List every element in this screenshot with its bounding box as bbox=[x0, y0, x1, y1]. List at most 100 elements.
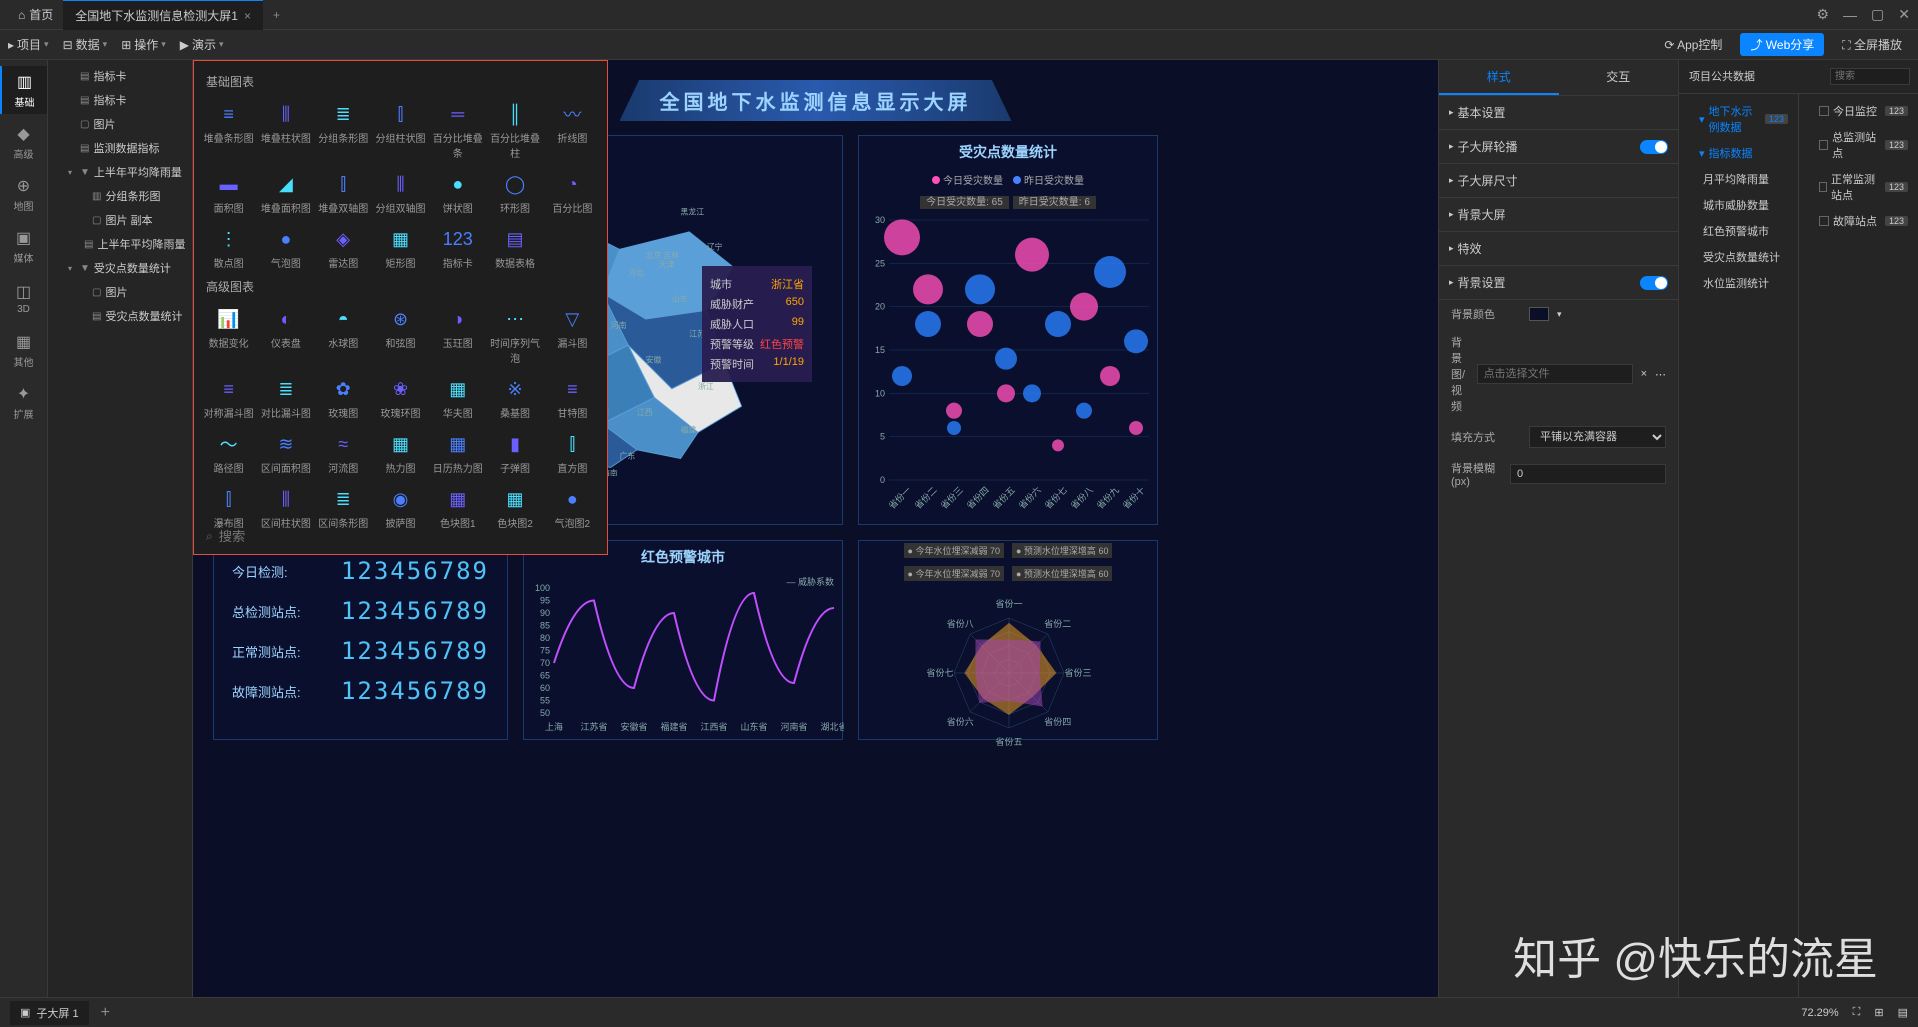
data-node[interactable]: 受灾点数量统计 bbox=[1679, 244, 1798, 270]
chart-type-堆叠双轴图[interactable]: ⫿堆叠双轴图 bbox=[317, 168, 370, 219]
layer-item[interactable]: ▢图片 副本 bbox=[48, 208, 192, 232]
sidebar-高级[interactable]: ◆高级 bbox=[0, 118, 47, 166]
close-window-icon[interactable]: ✕ bbox=[1898, 6, 1910, 23]
zoom-fit-icon[interactable]: ⛶ bbox=[1853, 1006, 1861, 1019]
stats-panel[interactable]: 今日检测:123456789总检测站点:123456789正常测站点:12345… bbox=[213, 540, 508, 740]
chart-type-子弹图[interactable]: ▮子弹图 bbox=[488, 428, 541, 479]
chart-type-区间面积图[interactable]: ≋区间面积图 bbox=[259, 428, 312, 479]
layer-item[interactable]: ▥分组条形图 bbox=[48, 184, 192, 208]
chart-type-和弦图[interactable]: ⊛和弦图 bbox=[374, 303, 427, 369]
sidebar-媒体[interactable]: ▣媒体 bbox=[0, 222, 47, 270]
active-tab[interactable]: 全国地下水监测信息检测大屏1× bbox=[63, 0, 263, 30]
data-menu[interactable]: ⊟ 数据▾ bbox=[63, 36, 108, 53]
chart-type-气泡图[interactable]: ●气泡图 bbox=[259, 223, 312, 274]
sidebar-其他[interactable]: ▦其他 bbox=[0, 326, 47, 374]
color-picker[interactable] bbox=[1529, 307, 1549, 321]
chart-type-矩形图[interactable]: ▦矩形图 bbox=[374, 223, 427, 274]
data-node[interactable]: 正常监测站点123 bbox=[1799, 166, 1918, 208]
chart-type-桑基图[interactable]: ※桑基图 bbox=[488, 373, 541, 424]
clear-icon[interactable]: × bbox=[1641, 368, 1647, 380]
layout-icon[interactable]: ▤ bbox=[1898, 1006, 1908, 1019]
chart-type-热力图[interactable]: ▦热力图 bbox=[374, 428, 427, 479]
chart-type-分组柱状图[interactable]: ⫿分组柱状图 bbox=[374, 98, 427, 164]
data-node[interactable]: 水位监测统计 bbox=[1679, 270, 1798, 296]
fullscreen-button[interactable]: ⛶ 全屏播放 bbox=[1834, 33, 1910, 56]
add-tab[interactable]: + bbox=[263, 8, 290, 22]
chart-type-直方图[interactable]: ⫿直方图 bbox=[546, 428, 599, 479]
chart-type-堆叠面积图[interactable]: ◢堆叠面积图 bbox=[259, 168, 312, 219]
chart-type-百分比堆叠条[interactable]: ═百分比堆叠条 bbox=[431, 98, 484, 164]
line-panel[interactable]: 红色预警城市 — 威胁系数50556065707580859095100上海江苏… bbox=[523, 540, 843, 740]
data-node[interactable]: 总监测站点123 bbox=[1799, 124, 1918, 166]
chart-type-分组条形图[interactable]: ≣分组条形图 bbox=[317, 98, 370, 164]
chart-type-日历热力图[interactable]: ▦日历热力图 bbox=[431, 428, 484, 479]
data-node[interactable]: 故障站点123 bbox=[1799, 208, 1918, 234]
chart-type-雷达图[interactable]: ◈雷达图 bbox=[317, 223, 370, 274]
grid-icon[interactable]: ⊞ bbox=[1874, 1006, 1883, 1019]
chart-type-甘特图[interactable]: ≡甘特图 bbox=[546, 373, 599, 424]
chart-type-仪表盘[interactable]: ◐仪表盘 bbox=[259, 303, 312, 369]
sidebar-地图[interactable]: ⊕地图 bbox=[0, 170, 47, 218]
section-背景大屏[interactable]: ▸背景大屏 bbox=[1439, 198, 1678, 231]
chart-type-对比漏斗图[interactable]: ≣对比漏斗图 bbox=[259, 373, 312, 424]
add-subscreen[interactable]: + bbox=[89, 1004, 122, 1022]
chart-type-对称漏斗图[interactable]: ≡对称漏斗图 bbox=[202, 373, 255, 424]
toggle[interactable] bbox=[1640, 140, 1668, 154]
data-node[interactable]: 月平均降雨量 bbox=[1679, 166, 1798, 192]
settings-icon[interactable]: ⚙ bbox=[1816, 6, 1829, 23]
subscreen-tab[interactable]: ▣ 子大屏 1 bbox=[10, 1001, 89, 1025]
section-基本设置[interactable]: ▸基本设置 bbox=[1439, 96, 1678, 129]
app-control-button[interactable]: ⟳ App控制 bbox=[1656, 33, 1730, 56]
chart-type-分组双轴图[interactable]: ⫼分组双轴图 bbox=[374, 168, 427, 219]
layer-item[interactable]: ▤受灾点数量统计 bbox=[48, 304, 192, 328]
maximize-icon[interactable]: ▢ bbox=[1871, 6, 1884, 23]
layer-item[interactable]: ▾▼上半年平均降雨量 bbox=[48, 160, 192, 184]
radar-panel[interactable]: ● 今年水位埋深减弱 70● 预测水位埋深增高 60● 今年水位埋深减弱 70●… bbox=[858, 540, 1158, 740]
layer-item[interactable]: ▾▼受灾点数量统计 bbox=[48, 256, 192, 280]
chart-type-指标卡[interactable]: 123指标卡 bbox=[431, 223, 484, 274]
layer-item[interactable]: ▢图片 bbox=[48, 112, 192, 136]
section-子大屏尺寸[interactable]: ▸子大屏尺寸 bbox=[1439, 164, 1678, 197]
data-node[interactable]: 红色预警城市 bbox=[1679, 218, 1798, 244]
layer-item[interactable]: ▤上半年平均降雨量 bbox=[48, 232, 192, 256]
sidebar-扩展[interactable]: ✦扩展 bbox=[0, 378, 47, 426]
chart-type-环形图[interactable]: ◯环形图 bbox=[488, 168, 541, 219]
data-node[interactable]: 城市威胁数量 bbox=[1679, 192, 1798, 218]
home-tab[interactable]: ⌂首页 bbox=[8, 6, 63, 23]
chart-type-数据变化[interactable]: 📊数据变化 bbox=[202, 303, 255, 369]
chart-type-水球图[interactable]: ◓水球图 bbox=[317, 303, 370, 369]
chart-type-面积图[interactable]: ▬面积图 bbox=[202, 168, 255, 219]
web-share-button[interactable]: ⤴ Web分享 bbox=[1740, 33, 1824, 56]
section-子大屏轮播[interactable]: ▸子大屏轮播 bbox=[1439, 130, 1678, 163]
data-node[interactable]: ▾指标数据 bbox=[1679, 140, 1798, 166]
tab-style[interactable]: 样式 bbox=[1439, 60, 1559, 95]
toggle[interactable] bbox=[1640, 276, 1668, 290]
sidebar-3D[interactable]: ◫3D bbox=[0, 274, 47, 322]
chart-type-河流图[interactable]: ≈河流图 bbox=[317, 428, 370, 479]
chart-type-玫瑰图[interactable]: ✿玫瑰图 bbox=[317, 373, 370, 424]
blur-input[interactable] bbox=[1510, 464, 1666, 484]
chart-type-散点图[interactable]: ⋮散点图 bbox=[202, 223, 255, 274]
layer-item[interactable]: ▤指标卡 bbox=[48, 88, 192, 112]
tab-interact[interactable]: 交互 bbox=[1559, 60, 1679, 95]
chart-type-饼状图[interactable]: ●饼状图 bbox=[431, 168, 484, 219]
data-node[interactable]: 今日监控123 bbox=[1799, 98, 1918, 124]
operate-menu[interactable]: ⊞ 操作▾ bbox=[121, 36, 166, 53]
data-tab[interactable]: 项目公共数据 bbox=[1679, 60, 1765, 93]
bubble-panel[interactable]: 受灾点数量统计 今日受灾数量昨日受灾数量 今日受灾数量: 65昨日受灾数量: 6… bbox=[858, 135, 1158, 525]
chart-type-路径图[interactable]: 〜路径图 bbox=[202, 428, 255, 479]
chart-type-堆叠柱状图[interactable]: ⫼堆叠柱状图 bbox=[259, 98, 312, 164]
layer-item[interactable]: ▤监测数据指标 bbox=[48, 136, 192, 160]
palette-search-input[interactable] bbox=[219, 529, 595, 544]
chart-type-百分比图[interactable]: ◔百分比图 bbox=[546, 168, 599, 219]
chart-type-数据表格[interactable]: ▤数据表格 bbox=[488, 223, 541, 274]
chart-type-堆叠条形图[interactable]: ≡堆叠条形图 bbox=[202, 98, 255, 164]
demo-menu[interactable]: ▶ 演示▾ bbox=[180, 36, 224, 53]
sidebar-基础[interactable]: ▥基础 bbox=[0, 66, 47, 114]
fill-select[interactable]: 平铺以充满容器 bbox=[1529, 426, 1666, 448]
section-背景设置[interactable]: ▸背景设置 bbox=[1439, 266, 1678, 299]
data-node[interactable]: ▾地下水示例数据123 bbox=[1679, 98, 1798, 140]
chart-type-时间序列气泡[interactable]: ⋯时间序列气泡 bbox=[488, 303, 541, 369]
project-menu[interactable]: ▸ 项目▾ bbox=[8, 36, 49, 53]
layer-item[interactable]: ▤指标卡 bbox=[48, 64, 192, 88]
